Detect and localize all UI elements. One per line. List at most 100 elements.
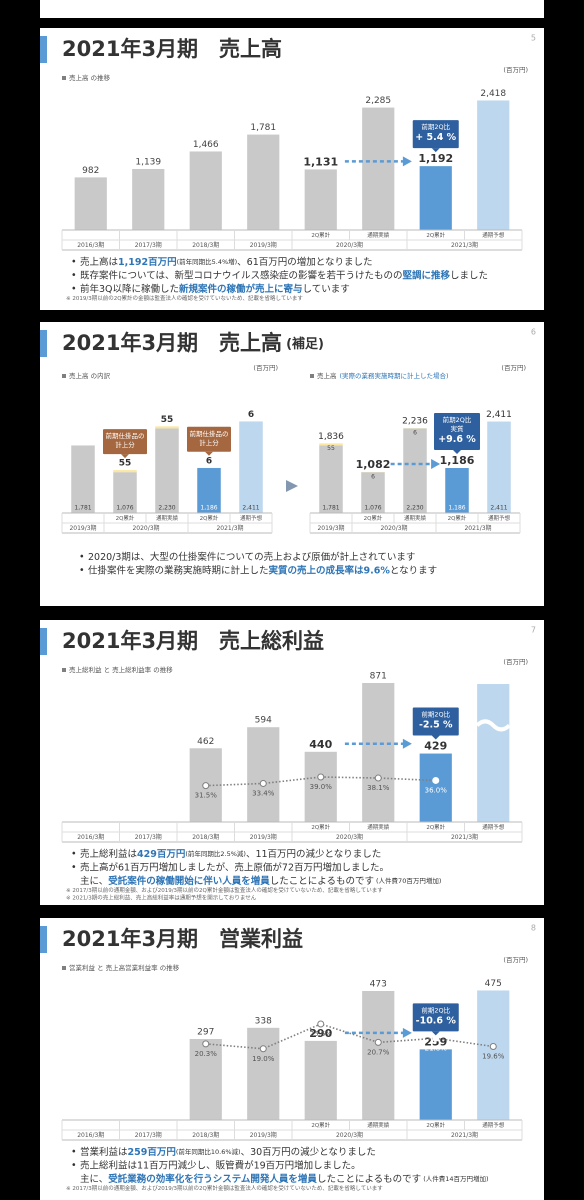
- value-label: 1,781: [74, 505, 91, 512]
- value-label: 1,466: [193, 140, 219, 150]
- period-label: 2017/3期: [135, 1131, 162, 1139]
- chart-separator-arrow: [286, 480, 298, 492]
- rate-point: [374, 1038, 382, 1046]
- value-label: 1,781: [250, 123, 276, 133]
- category-label: 2Q累計: [116, 514, 135, 522]
- bullet-text: 仕掛案件を実際の業務実施時期に計上した実質の売上の成長率は9.6%となります: [88, 564, 437, 576]
- bar: [362, 107, 395, 230]
- total-label: 2,411: [486, 410, 512, 420]
- bar: [239, 421, 263, 513]
- bullet: •: [79, 552, 85, 563]
- value-label: 1,186: [200, 505, 217, 512]
- callout-box: [187, 426, 231, 452]
- title-suffix: (補足): [286, 336, 324, 352]
- text-segment: 、11百万円の減少となりました: [246, 848, 381, 860]
- page-number: 5: [531, 34, 536, 43]
- period-label: 2016/3期: [77, 833, 104, 841]
- period-label: 2018/3期: [192, 1131, 219, 1139]
- growth-arrow-head: [431, 458, 441, 469]
- value-label: 1,076: [364, 505, 381, 512]
- callout-text: 前期2Q比: [421, 1005, 450, 1014]
- value-label: 55: [327, 445, 335, 452]
- period-label: 2019/3期: [250, 1131, 277, 1139]
- category-label: 2Q累計: [426, 823, 445, 831]
- bar: [304, 751, 337, 822]
- period-label: 2021/3期: [451, 241, 478, 249]
- subtitle-marker: [62, 966, 66, 970]
- period-label: 2019/3期: [250, 833, 277, 841]
- chart-subtitle: 売上高 (実際の業務実施時期に計上した場合): [317, 371, 449, 380]
- bullet-text: 売上総利益は429百万円(前年同期比2.5%減)、11百万円の減少となりました: [80, 848, 381, 860]
- unit-label: (百万円): [503, 66, 528, 74]
- bullet: •: [71, 862, 77, 873]
- value-label: 1,131: [303, 155, 338, 168]
- callout-pointer: [453, 450, 461, 455]
- value-label: 6: [413, 430, 417, 437]
- small-segment: (前年同期比5.4%増): [177, 257, 238, 266]
- bullet-text: 前年3Q以降に稼働した新規案件の稼働が売上に寄与しています: [80, 283, 350, 295]
- text-segment: 営業利益は: [80, 1146, 128, 1158]
- highlight-segment: 259百万円: [128, 1147, 176, 1158]
- value-label: 1,192: [418, 152, 453, 165]
- text-segment: しています: [303, 284, 350, 295]
- bullet: •: [71, 849, 77, 860]
- footnote: ※ 2019/3期以前の2Q累計の金額は監査法人の確認を受けていないため、記載を…: [66, 294, 303, 302]
- callout-text: 計上分: [115, 440, 135, 449]
- rate-label: 33.4%: [252, 789, 275, 797]
- highlight-segment: 受託業務の効率化を行うシステム開発人員を増員: [108, 1173, 317, 1185]
- title-text: 2021年3月期 営業利益: [62, 927, 303, 951]
- callout-box: [412, 707, 459, 736]
- bullet-text: 売上高は1,192百万円(前年同期比5.4%増)、61百万円の増加となりました: [80, 256, 372, 268]
- footnote: ※ 2021/3期の売上総利益、売上高総利益率は通期予想を開示しておりません: [66, 894, 257, 902]
- category-label: 2Q累計: [426, 1121, 445, 1129]
- unit-label: (百万円): [503, 956, 528, 964]
- rate-label: 21.8%: [425, 1044, 448, 1052]
- title-text: 2021年3月期 売上高: [62, 331, 282, 355]
- callout-pointer: [121, 454, 129, 459]
- callout-pointer: [431, 148, 440, 153]
- title-accent: [40, 330, 47, 357]
- total-label: 1,082: [356, 458, 391, 471]
- subtitle-marker: [62, 668, 66, 672]
- category-label: 2Q累計: [200, 514, 219, 522]
- value-label: 297: [197, 1028, 214, 1038]
- category-label: 2Q累計: [364, 514, 383, 522]
- bullet-text: 既存案件については、新型コロナウイルス感染症の影響を若干うけたものの堅調に推移し…: [80, 269, 488, 281]
- callout-pointer: [431, 735, 440, 740]
- subtitle-marker: [310, 374, 314, 378]
- chart-subtitle: 営業利益 と 売上高営業利益率 の推移: [69, 963, 180, 972]
- category-label: 2Q累計: [311, 823, 330, 831]
- value-label: 6: [248, 410, 254, 420]
- value-label: 440: [309, 738, 332, 751]
- bar: [419, 1049, 452, 1120]
- bar: [477, 100, 510, 230]
- subtitle-text: 営業利益 と 売上高営業利益率 の推移: [69, 963, 180, 972]
- bullet-text: 主に、受託業務の効率化を行うシステム開発人員を増員したことによるものです (人件…: [80, 1173, 489, 1185]
- period-label: 2020/3期: [336, 1131, 363, 1139]
- highlight-segment: 堅調に推移: [403, 269, 451, 281]
- slide-title: 2021年3月期 営業利益: [62, 927, 303, 951]
- undisclosed-wave: [475, 719, 511, 732]
- slide-title: 2021年3月期 売上総利益: [62, 629, 324, 653]
- callout-pointer: [205, 451, 213, 456]
- category-label: 通期実績: [367, 231, 390, 239]
- category-label: 2Q累計: [311, 1121, 330, 1129]
- bar: [362, 683, 395, 822]
- value-label: 982: [82, 166, 99, 176]
- bar: [189, 1039, 222, 1120]
- value-label: 871: [370, 672, 387, 682]
- subtitle-text: 売上高 の内訳: [69, 371, 111, 380]
- subtitle-text: 売上高: [317, 371, 337, 380]
- small-segment: (前年同期比10.6%減): [176, 1147, 241, 1156]
- category-label: 通期実績: [367, 823, 390, 831]
- bar: [361, 472, 385, 513]
- highlight-segment: 1,192百万円: [118, 257, 177, 268]
- rate-point: [202, 782, 210, 790]
- bar: [362, 991, 395, 1120]
- highlight-segment: 429百万円: [137, 849, 185, 860]
- callout-text: 前期2Q比: [421, 122, 450, 131]
- title-accent: [40, 36, 47, 63]
- callout-box: [412, 120, 459, 149]
- callout-box: [434, 413, 480, 451]
